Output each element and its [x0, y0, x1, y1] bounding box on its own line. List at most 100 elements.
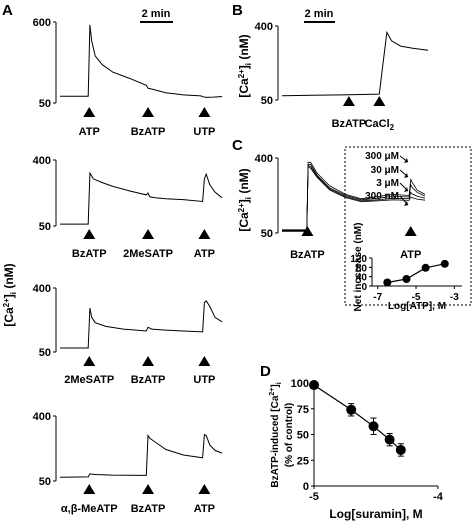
data-point — [402, 275, 411, 283]
trace-line-3 — [282, 165, 426, 232]
panel-letter-d: D — [260, 363, 271, 380]
x-tick-label: -7 — [373, 292, 382, 303]
concentration-label-2: 3 μM — [376, 178, 399, 189]
stimulus-arrow-2 — [198, 356, 211, 366]
data-point — [421, 263, 430, 272]
stimulus-arrow-2 — [198, 484, 211, 494]
trace-line-0 — [60, 300, 223, 349]
data-point — [384, 434, 395, 445]
fit-line — [387, 263, 445, 284]
x-tick-label: -4 — [433, 491, 444, 503]
y-axis-title: Net inccrease (nM) — [353, 223, 364, 312]
y-tick-label: 400 — [255, 21, 273, 33]
trace-line-1 — [282, 163, 426, 231]
trace-line-2 — [282, 164, 426, 232]
concentration-label-1: 30 μM — [371, 165, 399, 176]
data-point — [395, 444, 406, 455]
trace-line-0 — [281, 30, 429, 97]
trace-panel-a3: 400 50 2MeSATP BzATP UTP — [33, 283, 223, 386]
panel-letter-b: B — [232, 2, 243, 19]
panel-a-ylabel: [Ca2+]i (nM) — [2, 263, 18, 326]
concentration-label-0: 300 μM — [365, 151, 399, 162]
stimulus-arrow-0 — [301, 226, 314, 236]
stimulus-label-1: ATP — [400, 249, 421, 261]
data-point — [368, 421, 379, 432]
y-tick-label: 100 — [291, 378, 309, 390]
y-axis-title-line2: (% of control) — [284, 403, 295, 467]
y-tick-label: 400 — [33, 411, 51, 423]
panel-letter-c: C — [232, 137, 243, 154]
stimulus-label-2: UTP — [193, 126, 215, 138]
x-tick-label: -5 — [309, 491, 319, 503]
y-tick-label: 50 — [297, 430, 309, 442]
stimulus-label-1: 2MeSATP — [123, 248, 173, 260]
stimulus-arrow-1 — [142, 484, 155, 494]
trace-panel-a2: 400 50 BzATP 2MeSATP ATP — [33, 155, 223, 260]
stimulus-arrow-0 — [83, 107, 96, 117]
y-tick-label: 50 — [39, 476, 51, 488]
trace-panel-a1: 600 50 ATP BzATP UTP — [33, 17, 223, 138]
stimulus-label-1: BzATP — [131, 374, 166, 386]
y-tick-label: 75 — [297, 404, 309, 416]
stimulus-arrow-1 — [404, 226, 417, 236]
panel-c-inset-box — [344, 146, 472, 306]
stimulus-label-0: BzATP — [72, 248, 107, 260]
y-tick-label: 50 — [39, 347, 51, 359]
scale-bar-b: 2 min — [304, 8, 335, 23]
stimulus-label-0: 2MeSATP — [64, 374, 114, 386]
concentration-arrowhead-1 — [404, 173, 408, 178]
concentration-arrowhead-3 — [404, 201, 408, 206]
stimulus-label-2: ATP — [194, 503, 215, 515]
y-tick-label: 50 — [39, 221, 51, 233]
concentration-label-3: 300 nM — [365, 191, 399, 202]
stimulus-label-0: BzATP — [332, 118, 367, 130]
stimulus-label-1: CaCl2 — [365, 118, 395, 132]
y-tick-label: 120 — [350, 254, 367, 265]
stimulus-arrow-1 — [142, 107, 155, 117]
stimulus-arrow-1 — [142, 229, 155, 239]
y-tick-label: 50 — [39, 98, 51, 110]
trace-line-0 — [59, 433, 223, 478]
y-tick-label: 400 — [33, 283, 51, 295]
y-tick-label: 50 — [261, 228, 273, 240]
stimulus-arrow-0 — [342, 96, 355, 106]
stimulus-arrow-2 — [198, 107, 211, 117]
stimulus-arrow-0 — [83, 229, 96, 239]
scale-bar-a: 2 min — [140, 8, 173, 23]
stimulus-arrow-1 — [373, 96, 386, 106]
x-axis-title: Log[suramin], M — [329, 507, 422, 521]
stimulus-label-0: BzATP — [290, 249, 325, 261]
scale-bar-a-label: 2 min — [142, 8, 171, 20]
x-tick-label: -5 — [412, 292, 421, 303]
panel-c-ylabel: [Ca2+]i (nM) — [237, 168, 253, 231]
concentration-arrowhead-2 — [404, 187, 408, 192]
y-tick-label: 400 — [255, 153, 273, 165]
stimulus-arrow-2 — [198, 229, 211, 239]
stimulus-label-2: ATP — [194, 248, 215, 260]
stimulus-label-0: α,β-MeATP — [61, 503, 118, 515]
stimulus-arrow-0 — [83, 356, 96, 366]
trace-line-0 — [60, 24, 223, 98]
trace-panel-c_trace: 400 50 BzATP ATP 300 μM 30 μM 3 μM 300 nM — [255, 151, 426, 261]
scale-bar-b-label: 2 min — [305, 8, 334, 20]
scatter-panel-d: 0 25 50 75 100 -5 -4 Log[suramin], M BzATP-induc… — [269, 378, 444, 521]
y-tick-label: 600 — [33, 17, 51, 29]
panel-b-ylabel: [Ca2+]i (nM) — [237, 34, 253, 97]
y-tick-label: 0 — [303, 481, 309, 493]
stimulus-label-1: BzATP — [131, 126, 166, 138]
y-tick-label: 40 — [356, 273, 368, 284]
data-point — [309, 380, 319, 391]
y-tick-label: 0 — [361, 282, 367, 293]
trace-line-0 — [60, 171, 223, 225]
stimulus-label-0: ATP — [79, 126, 100, 138]
trace-line-0 — [282, 161, 426, 231]
data-point — [383, 278, 392, 287]
y-tick-label: 80 — [356, 263, 368, 274]
y-tick-label: 400 — [33, 155, 51, 167]
data-point — [440, 259, 449, 268]
data-point — [346, 404, 357, 415]
stimulus-arrow-1 — [142, 356, 155, 366]
x-tick-label: -3 — [450, 292, 459, 303]
